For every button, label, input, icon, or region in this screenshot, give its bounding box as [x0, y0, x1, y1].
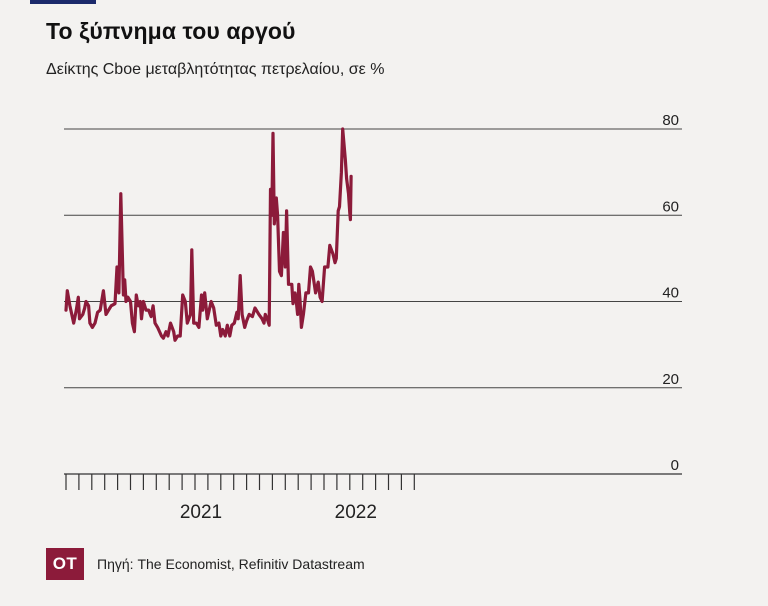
publisher-logo: OT [46, 548, 84, 580]
y-tick-labels: 0 20 40 60 80 [662, 112, 679, 474]
y-tick-label: 80 [662, 112, 679, 129]
y-tick-label: 40 [662, 285, 679, 302]
series-layer [64, 127, 353, 342]
source-note: Πηγή: The Economist, Refinitiv Datastrea… [97, 556, 365, 572]
y-tick-label: 20 [662, 371, 679, 388]
top-accent-rule [30, 0, 96, 4]
x-tick-label: 2022 [335, 502, 377, 523]
y-tick-label: 60 [662, 198, 679, 215]
chart-title: Το ξύπνημα του αργού [46, 18, 296, 44]
x-axis: 2021 2022 [64, 473, 682, 523]
volatility-series-line [64, 127, 353, 342]
grid-lines [64, 128, 682, 389]
chart-subtitle: Δείκτης Cboe μεταβλητότητας πετρελαίου, … [46, 61, 385, 78]
y-tick-label: 0 [671, 457, 679, 474]
x-tick-label: 2021 [180, 502, 222, 523]
